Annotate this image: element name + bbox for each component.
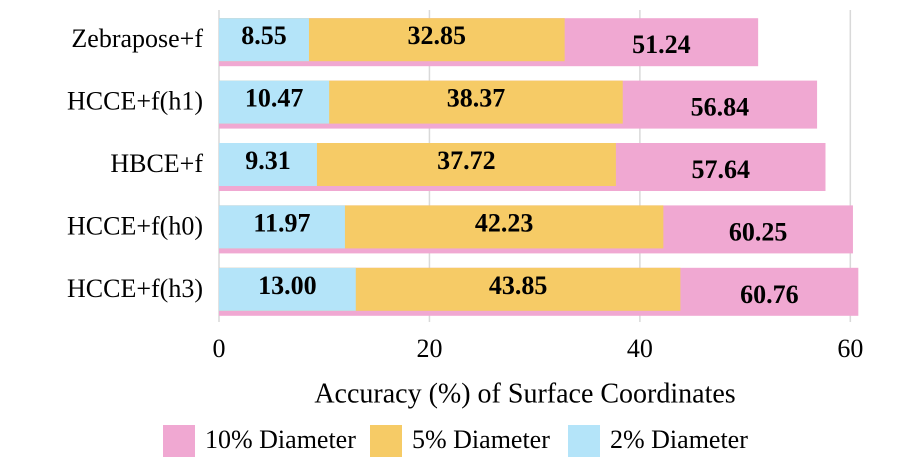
legend-label: 2% Diameter [610,425,748,454]
legend-label: 5% Diameter [412,425,550,454]
value-label: 38.37 [447,84,506,113]
value-label: 32.85 [408,21,467,50]
value-label: 37.72 [437,146,496,175]
value-label: 51.24 [632,30,691,59]
y-tick-label: HCCE+f(h1) [67,87,203,116]
legend-label: 10% Diameter [205,425,356,454]
value-label: 56.84 [691,93,750,122]
value-label: 9.31 [245,146,291,175]
legend-swatch [370,425,402,457]
bar [219,18,309,62]
bar [219,205,345,249]
y-tick-label: HCCE+f(h3) [67,274,203,303]
value-label: 60.25 [729,217,788,246]
y-tick-label: Zebrapose+f [71,24,203,53]
x-tick-label: 0 [213,334,226,363]
x-tick-label: 40 [627,334,653,363]
bar [219,143,317,186]
x-tick-label: 20 [416,334,442,363]
value-label: 10.47 [245,84,304,113]
legend-swatch [163,425,195,457]
x-tick-label: 60 [837,334,863,363]
bar [219,80,330,124]
value-label: 43.85 [489,271,548,300]
value-label: 42.23 [475,208,534,237]
value-label: 60.76 [740,280,799,309]
value-label: 11.97 [253,208,310,237]
bar [219,267,356,311]
y-tick-label: HBCE+f [110,149,203,178]
legend-swatch [568,425,600,457]
value-label: 13.00 [258,271,317,300]
value-label: 57.64 [691,155,750,184]
x-axis-label: Accuracy (%) of Surface Coordinates [314,378,735,409]
y-tick-label: HCCE+f(h0) [67,211,203,240]
value-label: 8.55 [241,21,287,50]
